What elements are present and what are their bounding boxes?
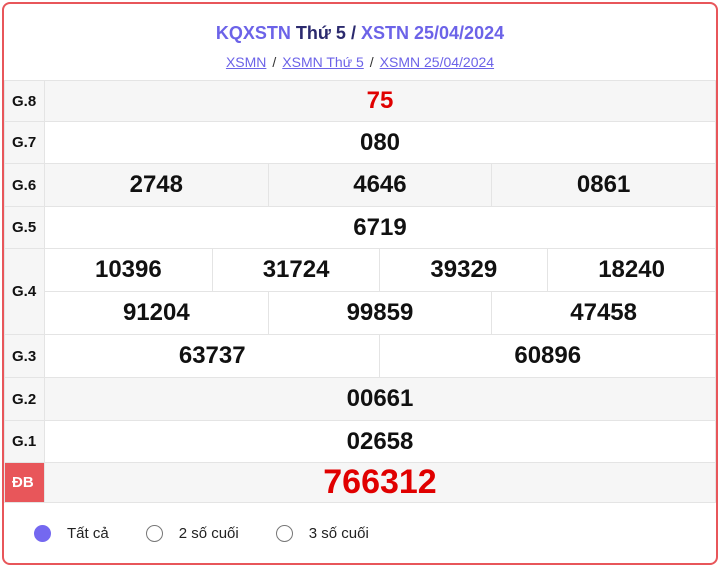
special-prize-number: 766312 [44,462,716,503]
prize-label: G.2 [12,390,37,408]
prize-row-g8: G.8 75 [4,80,716,122]
prize-number: 10396 [44,248,213,292]
filter-label: Tất cả [67,524,109,542]
prize-number: 47458 [491,291,716,335]
prize-number: 91204 [44,291,269,335]
digit-filter: Tất cả 2 số cuối 3 số cuối [4,503,716,563]
prize-number: 31724 [211,248,381,292]
prize-number: 18240 [547,248,716,292]
prize-number: 080 [44,121,716,164]
filter-label: 3 số cuối [308,524,369,542]
prize-number: 60896 [379,334,716,378]
radio-icon[interactable] [145,524,163,542]
prize-label: G.3 [12,347,37,365]
prize-number: 75 [44,80,716,122]
prize-number: 63737 [43,334,381,378]
filter-label: 2 số cuối [178,524,239,542]
radio-selected-icon[interactable] [34,524,51,542]
prize-number: 02658 [44,420,716,463]
prize-label: G.5 [12,219,37,236]
prize-number: 4646 [267,163,493,207]
radio-icon[interactable] [275,524,293,542]
prize-row-g4-2: 91204 99859 47458 [5,291,716,335]
prize-number: 6719 [44,206,716,249]
prize-row-special: ĐB 766312 [4,462,716,503]
breadcrumb-xsmn[interactable]: XSMN [225,54,267,70]
prize-number: 00661 [44,377,716,421]
breadcrumb-xsmn-thu5[interactable]: XSMN Thứ 5 [282,54,364,70]
prize-label: G.7 [12,134,37,151]
breadcrumb-xsmn-date[interactable]: XSMN 25/04/2024 [379,54,495,70]
prize-label: G.8 [12,92,37,110]
header: KQXSTN Thứ 5 / XSTN 25/04/2024 XSMN / XSMN… [4,4,716,80]
breadcrumb-separator: / [369,54,374,70]
prize-row-g6: G.6 2748 4646 0861 [4,163,716,207]
prize-label: G.6 [12,176,37,194]
prize-row-g5: G.5 6719 [4,206,716,249]
prize-number: 99859 [267,291,493,335]
prize-row-g7: G.7 080 [4,121,716,164]
prize-row-g1: G.1 02658 [4,420,716,463]
title-kqxstn: KQXSTN [215,23,291,43]
breadcrumb: XSMN / XSMN Thứ 5 / XSMN 25/04/2024 [4,54,716,70]
prize-label: G.1 [12,433,37,450]
prize-label: ĐB [12,474,34,491]
prize-number: 2748 [44,163,269,207]
title-date: XSTN 25/04/2024 [361,23,505,43]
prize-row-g2: G.2 00661 [4,377,716,421]
breadcrumb-separator: / [272,54,277,70]
filter-all[interactable]: Tất cả [34,524,109,542]
title-separator: / [350,23,356,43]
prize-number: 0861 [491,163,716,207]
prize-number: 39329 [379,248,549,292]
page-title: KQXSTN Thứ 5 / XSTN 25/04/2024 [4,4,716,44]
filter-last-2[interactable]: 2 số cuối [145,524,239,542]
filter-last-3[interactable]: 3 số cuối [275,524,369,542]
prize-row-g4: G.4 10396 31724 39329 18240 [4,248,716,335]
prize-label: G.4 [12,283,37,300]
prize-row-g3: G.3 63737 60896 [4,334,716,378]
results-table: G.8 75 G.7 080 G.6 2748 4646 0861 G.5 67… [4,80,716,503]
title-weekday: Thứ 5 [295,23,346,43]
